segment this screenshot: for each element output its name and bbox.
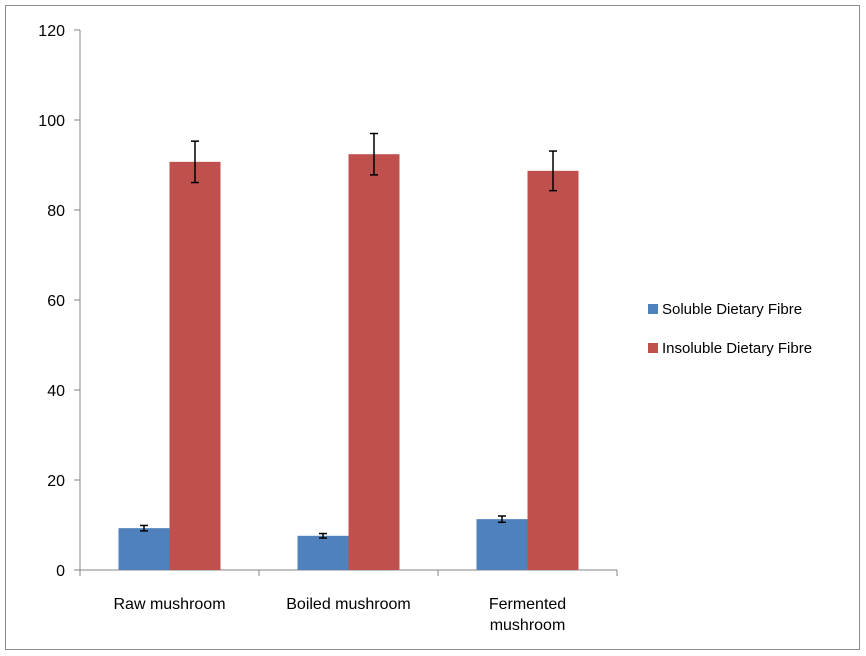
bar: [348, 154, 400, 570]
legend-swatch: [648, 304, 658, 314]
x-category-label: Boiled mushroom: [286, 596, 411, 613]
x-category-label: Fermented: [489, 596, 566, 613]
y-tick-label: 60: [47, 293, 65, 310]
y-tick-label: 20: [47, 473, 65, 490]
y-tick-label: 0: [56, 563, 65, 580]
bar: [527, 170, 579, 570]
bar: [297, 535, 349, 570]
y-tick-label: 80: [47, 203, 65, 220]
y-tick-label: 120: [38, 23, 65, 40]
y-tick-label: 40: [47, 383, 65, 400]
bar: [118, 528, 170, 570]
legend-label: Insoluble Dietary Fibre: [662, 340, 812, 357]
legend-swatch: [648, 343, 658, 353]
x-category-label: mushroom: [490, 617, 566, 634]
legend-label: Soluble Dietary Fibre: [662, 301, 802, 318]
bar: [476, 519, 528, 570]
x-category-label: Raw mushroom: [113, 596, 225, 613]
y-tick-label: 100: [38, 113, 65, 130]
bar: [169, 161, 221, 570]
